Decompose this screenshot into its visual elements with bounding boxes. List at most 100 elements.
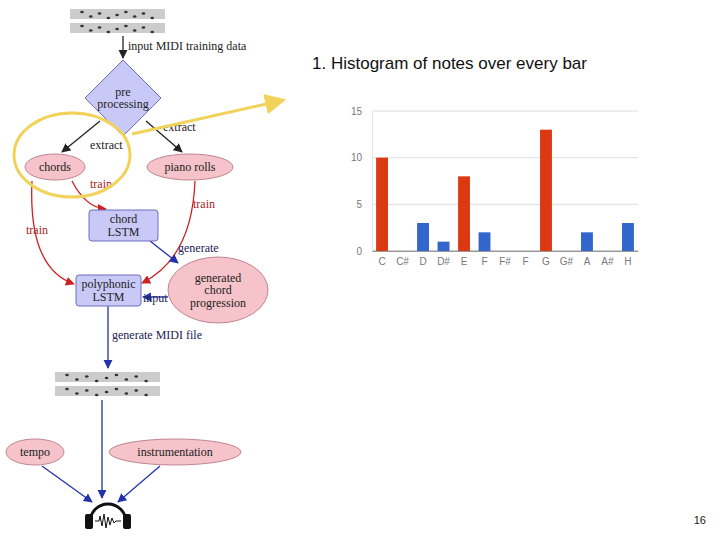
bar xyxy=(458,176,470,251)
bar xyxy=(581,232,593,251)
y-axis: 0 5 10 15 xyxy=(351,106,373,257)
note-head xyxy=(115,374,119,377)
note-head xyxy=(150,17,154,20)
staff-line xyxy=(70,10,165,11)
note-head xyxy=(107,17,111,20)
x-tick: C xyxy=(378,251,385,267)
note-head xyxy=(105,377,109,380)
note-head xyxy=(142,26,146,29)
flow-node: piano rolls xyxy=(147,154,233,180)
flow-diagram: preprocessingchordspiano rollschordLSTMg… xyxy=(6,10,268,529)
flow-node: instrumentation xyxy=(109,439,241,465)
bar xyxy=(376,158,388,251)
node-diamond xyxy=(85,60,161,136)
x-tick: E xyxy=(461,251,468,267)
bar xyxy=(479,232,491,251)
highlight-circle xyxy=(14,113,130,197)
chart-title: 1. Histogram of notes over every bar xyxy=(312,54,587,73)
note-head xyxy=(65,388,69,391)
highlight-arrow xyxy=(132,100,284,134)
flow-arrow xyxy=(118,466,160,502)
grid xyxy=(372,111,638,251)
bars xyxy=(376,130,634,251)
slide: preprocessingchordspiano rollschordLSTMg… xyxy=(0,0,720,540)
x-tick: F xyxy=(481,251,487,267)
bar xyxy=(561,251,573,252)
note-head xyxy=(95,380,99,383)
staff-line xyxy=(70,12,165,13)
flow-node: chords xyxy=(25,154,85,180)
note-head xyxy=(98,26,102,29)
x-axis-line xyxy=(373,251,639,252)
y-tick-label: 10 xyxy=(351,152,363,163)
x-tick-label: F xyxy=(522,256,528,267)
flow-node: generatedchordprogression xyxy=(168,257,268,323)
note-head xyxy=(115,28,119,31)
note-head xyxy=(115,388,119,391)
x-tick-label: G# xyxy=(560,256,574,267)
grid-line xyxy=(372,157,638,158)
staff-line xyxy=(55,389,160,390)
note-head xyxy=(125,392,129,395)
x-tick: A# xyxy=(601,251,614,267)
y-tick-label: 5 xyxy=(356,199,362,210)
bar xyxy=(622,223,634,251)
x-tick: G# xyxy=(560,251,574,267)
x-tick-label: E xyxy=(461,256,468,267)
sound-wave xyxy=(95,514,121,528)
note-head xyxy=(134,375,138,378)
staff-line xyxy=(70,26,165,27)
staff-line xyxy=(55,395,160,396)
note-head xyxy=(95,394,99,397)
edge-label: generate MIDI file xyxy=(112,328,202,342)
x-tick-label: D# xyxy=(437,256,450,267)
flow-node: polyphonicLSTM xyxy=(76,275,141,306)
grid-line xyxy=(372,111,638,112)
node-ellipse xyxy=(6,439,64,465)
y-tick-label: 15 xyxy=(351,106,363,117)
x-tick: G xyxy=(542,251,550,267)
node-label: piano rolls xyxy=(165,160,216,174)
bar xyxy=(602,251,614,252)
edge-label: train xyxy=(193,197,215,211)
node-label: progression xyxy=(190,296,246,310)
edge-label: input MIDI training data xyxy=(128,39,247,53)
x-tick-label: G xyxy=(542,256,550,267)
note-head xyxy=(80,11,84,14)
node-label: LSTM xyxy=(107,225,139,239)
music-score xyxy=(55,373,160,396)
edge-label: extract xyxy=(90,138,123,152)
note-head xyxy=(124,25,128,28)
x-axis: CC#DD#EFF#FGG#AA#H xyxy=(373,251,639,267)
headphones-icon xyxy=(85,504,131,529)
bar xyxy=(520,251,532,252)
flow-arrow xyxy=(122,36,123,58)
staff-line xyxy=(55,375,160,376)
x-tick-label: F# xyxy=(499,256,511,267)
note-head xyxy=(133,29,137,32)
music-score xyxy=(70,10,165,33)
x-tick-label: H xyxy=(624,256,631,267)
staff-line xyxy=(55,373,160,374)
note-head xyxy=(105,391,109,394)
note-head xyxy=(107,31,111,34)
flow-arrow xyxy=(42,466,92,502)
x-tick-label: F xyxy=(481,256,487,267)
y-tick: 0 xyxy=(356,246,372,257)
staff-line xyxy=(70,18,165,19)
staff-line xyxy=(70,32,165,33)
node-ellipse xyxy=(147,154,233,180)
x-tick-label: C xyxy=(378,256,385,267)
note-head xyxy=(89,29,93,32)
x-tick: F xyxy=(522,251,528,267)
note-head xyxy=(65,374,69,377)
page-number: 16 xyxy=(694,514,706,526)
note-head xyxy=(124,11,128,14)
flow-arrow xyxy=(101,400,102,498)
note-head xyxy=(133,15,137,18)
bar xyxy=(499,251,511,252)
node-ellipse xyxy=(168,257,268,323)
note-head xyxy=(75,392,79,395)
edge-label: generate xyxy=(178,241,219,255)
staff-line xyxy=(55,387,160,388)
